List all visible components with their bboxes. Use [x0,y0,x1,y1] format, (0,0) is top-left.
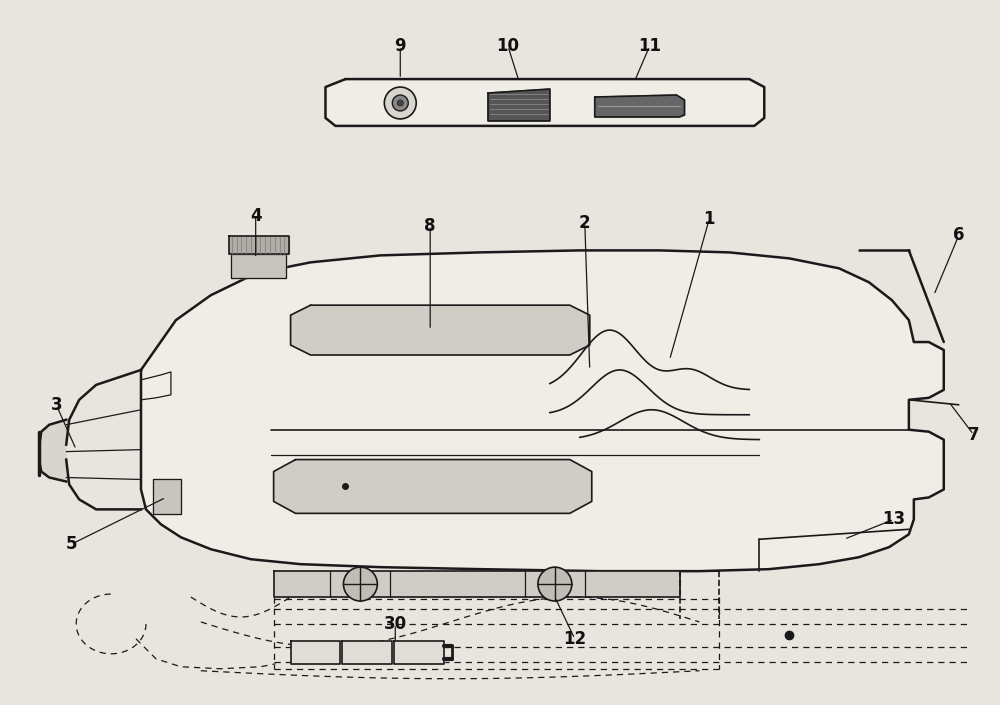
Polygon shape [325,79,764,126]
Text: 13: 13 [882,510,905,528]
Text: 5: 5 [65,535,77,553]
Text: 8: 8 [424,216,436,235]
Text: 12: 12 [563,630,586,648]
Circle shape [397,100,403,106]
Polygon shape [342,641,392,664]
Circle shape [392,95,408,111]
Circle shape [384,87,416,119]
Text: 2: 2 [579,214,591,231]
Polygon shape [153,479,181,515]
Polygon shape [141,250,944,571]
Text: 1: 1 [704,209,715,228]
Text: 7: 7 [968,426,979,443]
Text: 4: 4 [250,207,261,224]
Text: 6: 6 [953,226,964,245]
Text: 3: 3 [50,396,62,414]
Polygon shape [229,236,289,255]
Polygon shape [231,255,286,278]
Polygon shape [394,641,444,664]
Circle shape [343,567,377,601]
Text: 11: 11 [638,37,661,55]
Text: 10: 10 [496,37,519,55]
Polygon shape [291,305,590,355]
Polygon shape [595,95,684,117]
Polygon shape [488,89,550,121]
Text: 30: 30 [384,615,407,633]
Text: 9: 9 [394,37,406,55]
Polygon shape [274,571,680,597]
Polygon shape [274,460,592,513]
Circle shape [538,567,572,601]
Polygon shape [39,419,66,482]
Polygon shape [291,641,340,664]
